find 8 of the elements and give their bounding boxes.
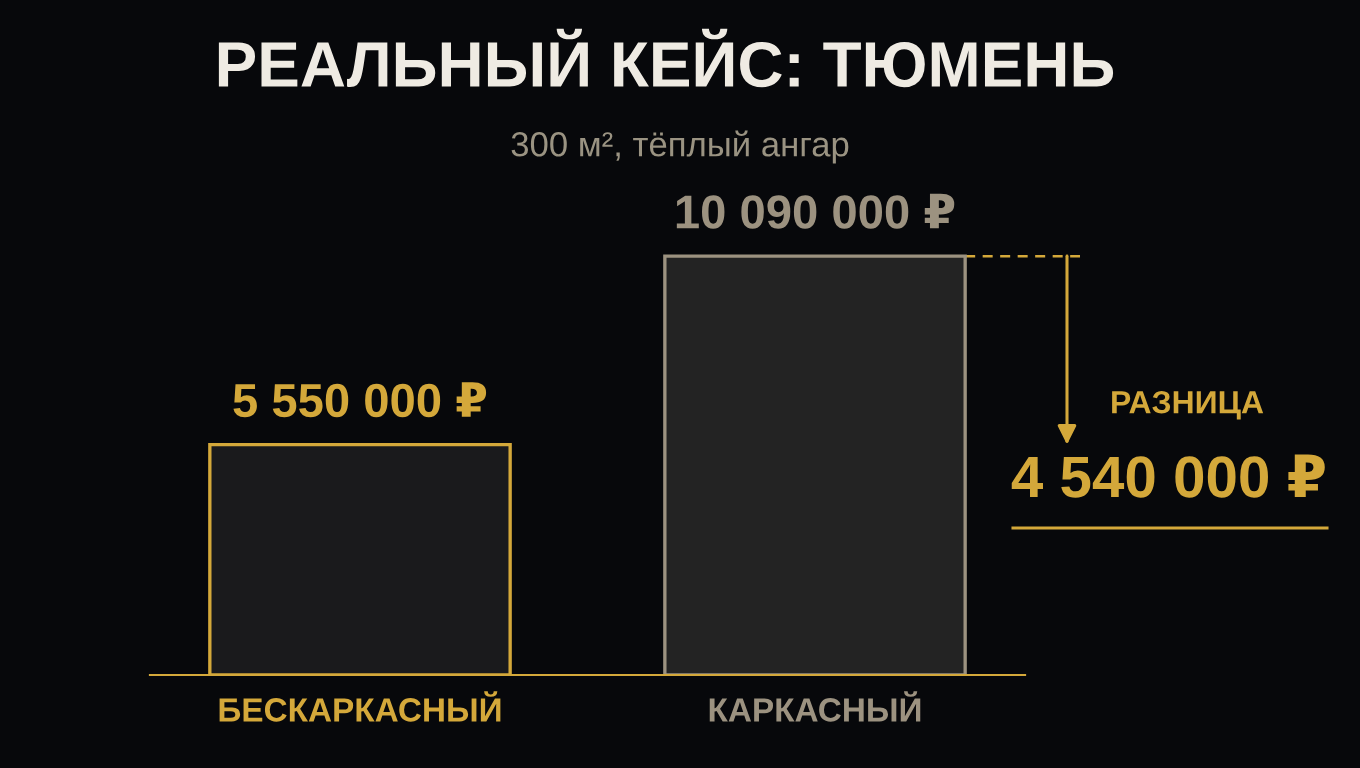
data-label: 10 090 000 ₽ [676,193,955,229]
x-tick-label: КАРКАСНЫЙ [709,691,921,722]
chart-subtitle: 300 м², тёплый ангар [511,130,849,164]
data-label: 5 550 000 ₽ [233,382,487,418]
annotation: 4 540 000 ₽ [1011,454,1325,498]
text: РАЗНИЦА [1112,390,1264,420]
chart-title: РЕАЛЬНЫЙ КЕЙС: ТЮМЕНЬ [218,28,1114,88]
x-tick-label: БЕСКАРКАСНЫЙ [219,691,501,722]
